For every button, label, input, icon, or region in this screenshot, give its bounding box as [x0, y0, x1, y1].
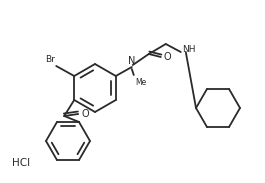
Text: O: O [164, 52, 171, 62]
Text: O: O [81, 109, 89, 119]
Text: Me: Me [135, 78, 146, 87]
Text: NH: NH [182, 46, 195, 55]
Text: N: N [128, 56, 135, 66]
Text: HCl: HCl [12, 158, 30, 168]
Text: Br: Br [45, 55, 55, 64]
